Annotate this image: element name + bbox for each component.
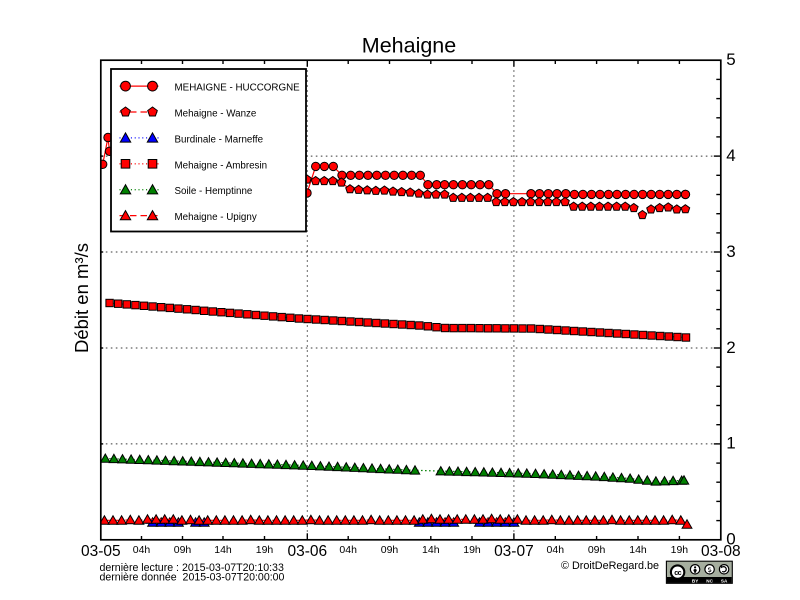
svg-text:Mehaigne - Upigny: Mehaigne - Upigny bbox=[175, 212, 257, 223]
svg-text:Mehaigne - Ambresin: Mehaigne - Ambresin bbox=[175, 160, 268, 171]
svg-text:09h: 09h bbox=[174, 544, 192, 556]
svg-text:04h: 04h bbox=[339, 544, 357, 556]
svg-text:19h: 19h bbox=[671, 544, 689, 556]
svg-text:19h: 19h bbox=[256, 544, 274, 556]
svg-text:Mehaigne - Wanze: Mehaigne - Wanze bbox=[175, 109, 257, 120]
svg-text:dernière donnée 2015-03-07T20: dernière donnée 2015-03-07T20:00:00 bbox=[100, 572, 285, 584]
svg-text:3: 3 bbox=[726, 242, 735, 261]
svg-text:14h: 14h bbox=[422, 544, 440, 556]
svg-text:MEHAIGNE - HUCCORGNE: MEHAIGNE - HUCCORGNE bbox=[175, 83, 301, 94]
svg-text:4: 4 bbox=[726, 146, 735, 165]
svg-text:04h: 04h bbox=[133, 544, 151, 556]
svg-text:14h: 14h bbox=[214, 544, 232, 556]
svg-text:09h: 09h bbox=[381, 544, 399, 556]
svg-text:SA: SA bbox=[721, 578, 728, 583]
svg-text:dernière lecture : 2015-03-07T: dernière lecture : 2015-03-07T20:10:33 bbox=[100, 562, 284, 574]
svg-text:BY: BY bbox=[692, 578, 698, 583]
svg-text:Soile - Hemptinne: Soile - Hemptinne bbox=[175, 186, 253, 197]
svg-text:19h: 19h bbox=[463, 544, 481, 556]
svg-text:$: $ bbox=[708, 567, 712, 574]
svg-text:04h: 04h bbox=[547, 544, 565, 556]
svg-text:cc: cc bbox=[674, 568, 681, 577]
svg-text:NC: NC bbox=[706, 578, 713, 583]
svg-text:1: 1 bbox=[726, 434, 735, 453]
svg-text:14h: 14h bbox=[629, 544, 647, 556]
svg-text:Débit en m³/s: Débit en m³/s bbox=[71, 243, 92, 353]
svg-text:Mehaigne: Mehaigne bbox=[362, 34, 456, 58]
svg-text:0: 0 bbox=[726, 530, 735, 549]
svg-text:2: 2 bbox=[726, 338, 735, 357]
svg-text:5: 5 bbox=[726, 50, 735, 69]
svg-text:03-08: 03-08 bbox=[701, 543, 741, 560]
svg-text:03-06: 03-06 bbox=[287, 543, 327, 560]
svg-text:Burdinale - Marneffe: Burdinale - Marneffe bbox=[175, 134, 264, 145]
svg-text:03-07: 03-07 bbox=[494, 543, 534, 560]
svg-text:09h: 09h bbox=[588, 544, 606, 556]
svg-text:03-05: 03-05 bbox=[81, 543, 121, 560]
svg-text:© DroitDeRegard.be: © DroitDeRegard.be bbox=[561, 560, 659, 572]
